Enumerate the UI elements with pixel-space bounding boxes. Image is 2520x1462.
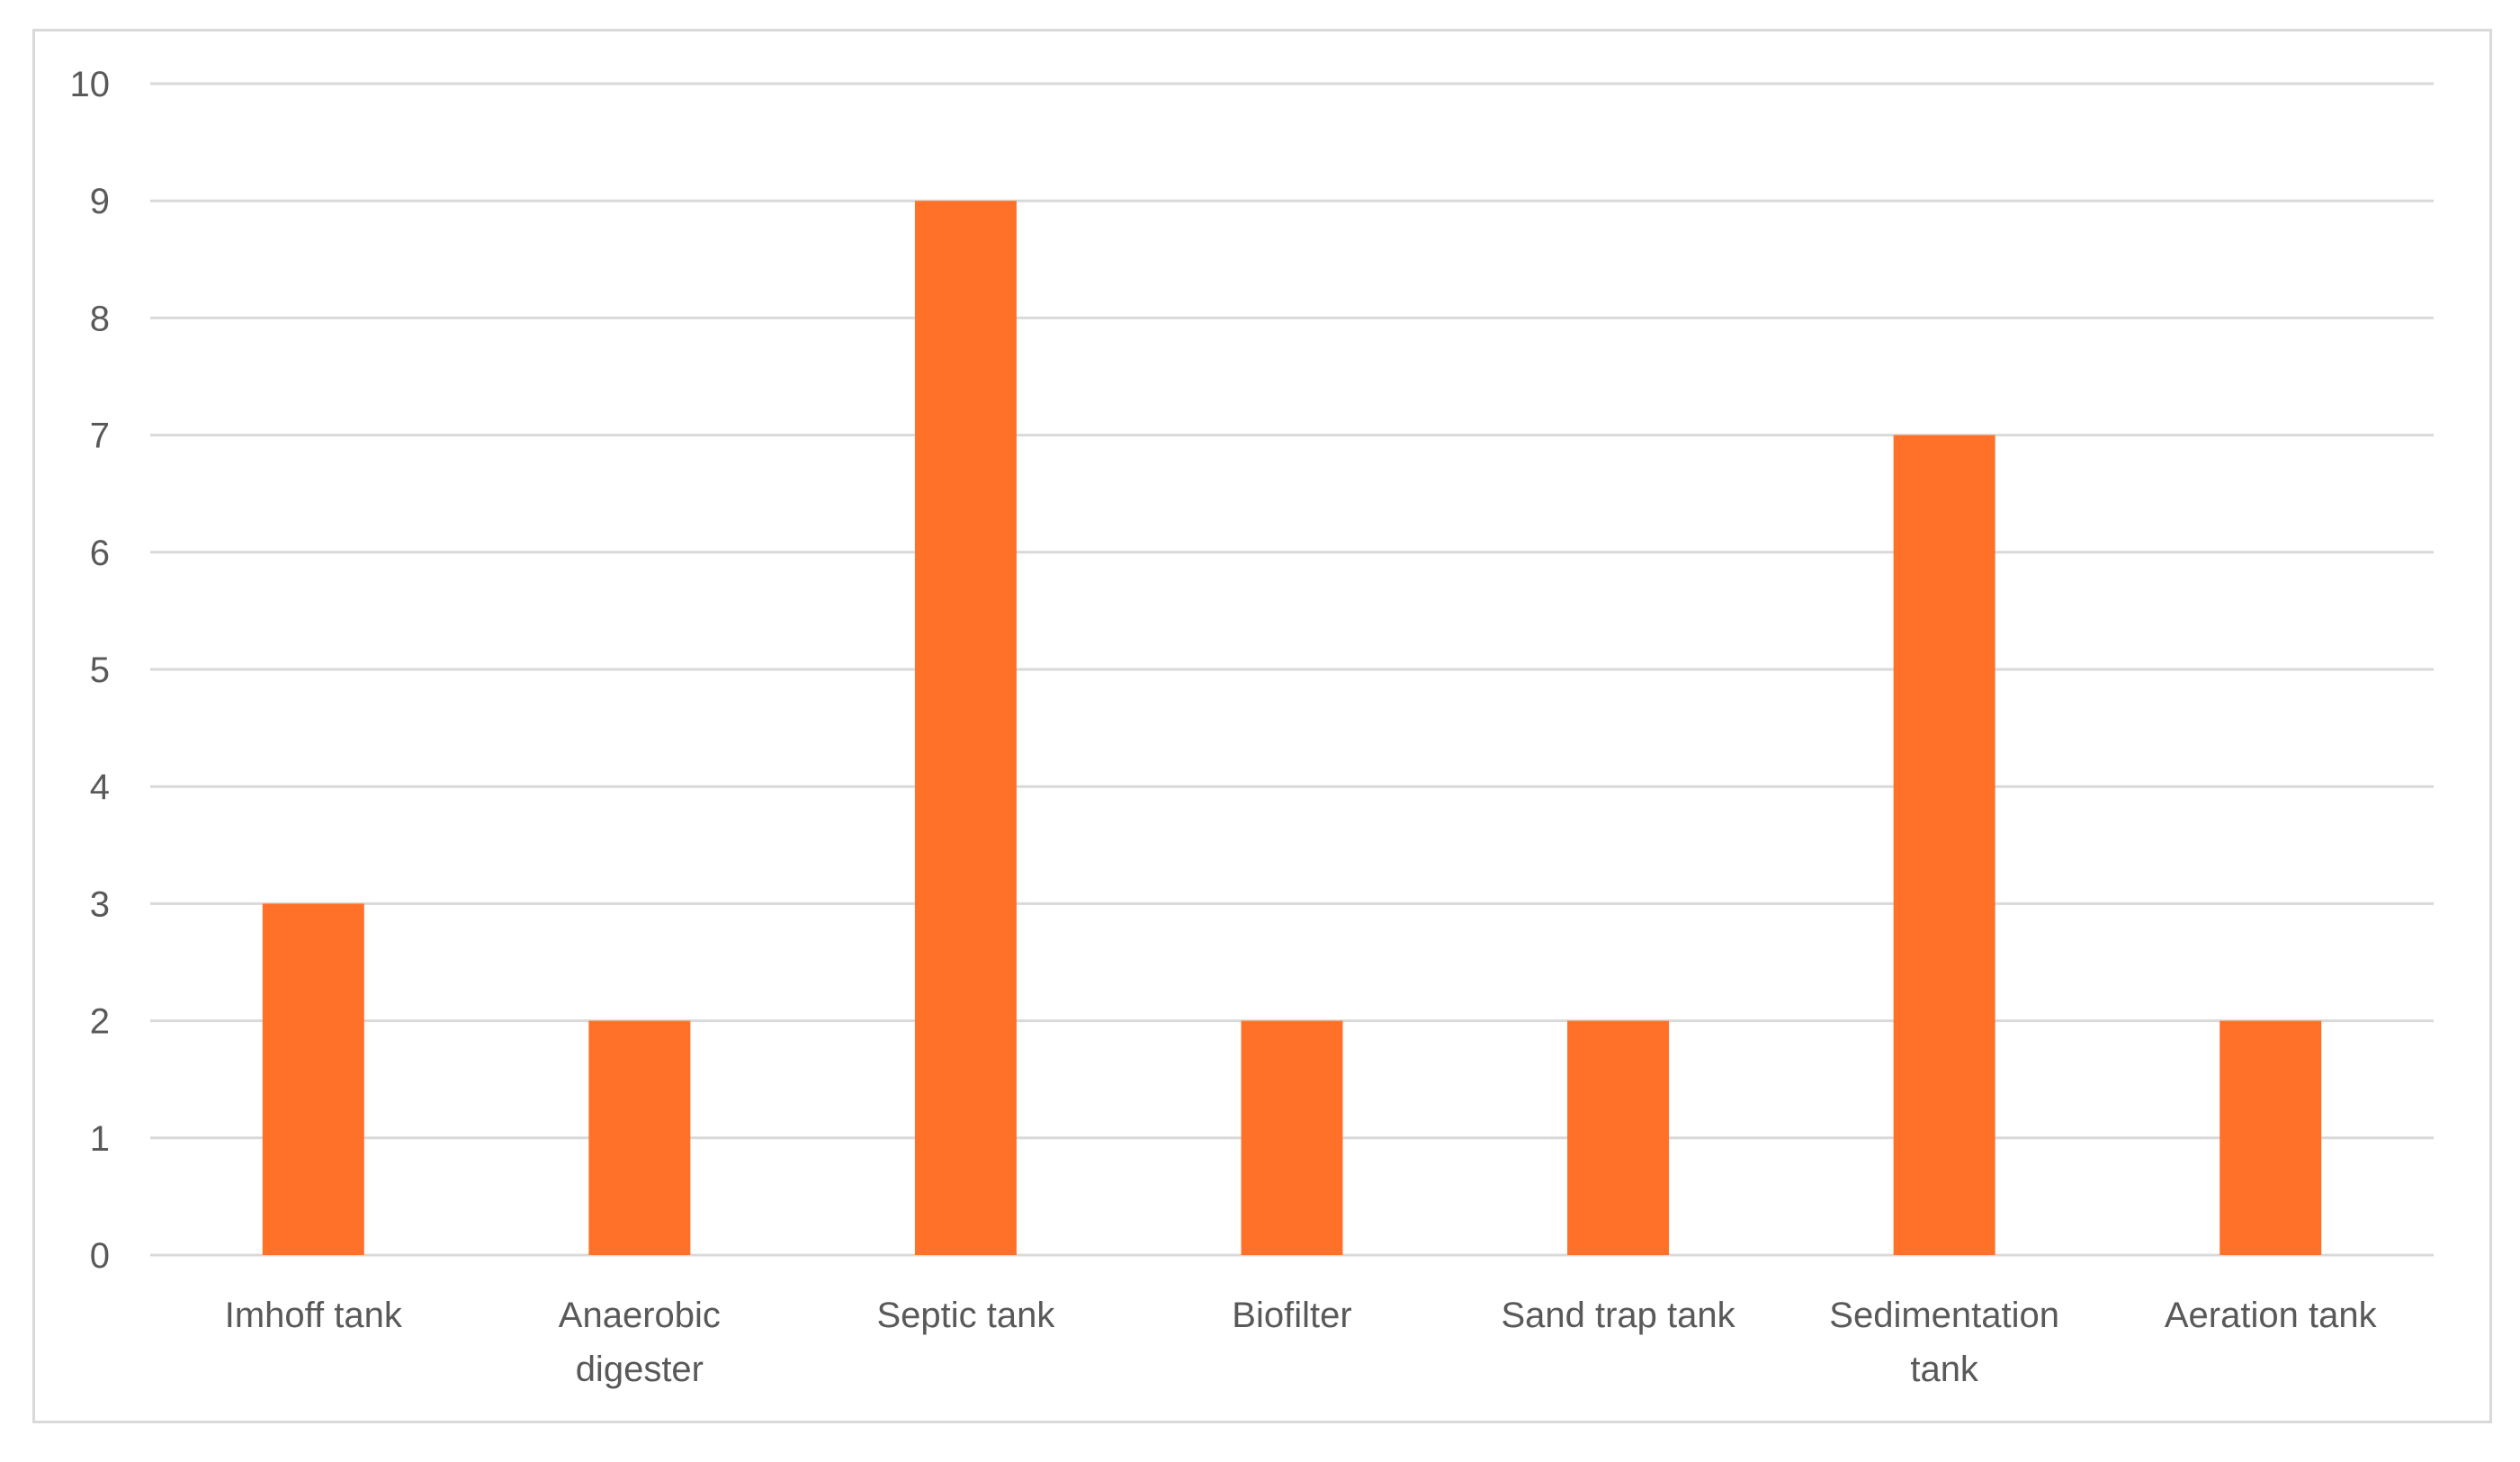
x-category-label: Sedimentation (1829, 1296, 2059, 1335)
x-axis-category-labels: Imhoff tank Anaerobic digester Septic tank B… (225, 1296, 2378, 1389)
x-category-label: Aeration tank (2165, 1296, 2378, 1335)
bar (262, 903, 364, 1255)
y-tick-label: 2 (90, 1002, 110, 1042)
y-tick-label: 6 (90, 534, 110, 573)
y-tick-label: 8 (90, 299, 110, 338)
y-tick-label: 5 (90, 650, 110, 690)
y-tick-label: 0 (90, 1236, 110, 1276)
bar (1567, 1020, 1670, 1255)
y-tick-label: 9 (90, 182, 110, 221)
x-category-label: Sand trap tank (1501, 1296, 1735, 1335)
y-axis-tick-labels: 0 1 2 3 4 5 6 7 8 9 10 (70, 65, 111, 1276)
x-category-label: Septic tank (876, 1296, 1055, 1335)
x-category-label: Anaerobic (559, 1296, 721, 1335)
grid-layer (150, 82, 2434, 1257)
y-tick-label: 1 (90, 1119, 110, 1159)
y-tick-label: 10 (70, 65, 111, 104)
bar (1893, 435, 1995, 1256)
y-tick-label: 7 (90, 417, 110, 456)
bar (1241, 1020, 1343, 1255)
x-category-label: digester (576, 1350, 704, 1389)
bar (914, 201, 1017, 1256)
y-tick-label: 4 (90, 767, 110, 807)
bar (2220, 1020, 2322, 1255)
x-category-label: Imhoff tank (225, 1296, 403, 1335)
x-category-label: Biofilter (1232, 1296, 1351, 1335)
x-category-label: tank (1910, 1350, 1979, 1389)
bars (262, 201, 2322, 1256)
bar (588, 1020, 691, 1255)
y-tick-label: 3 (90, 884, 110, 924)
